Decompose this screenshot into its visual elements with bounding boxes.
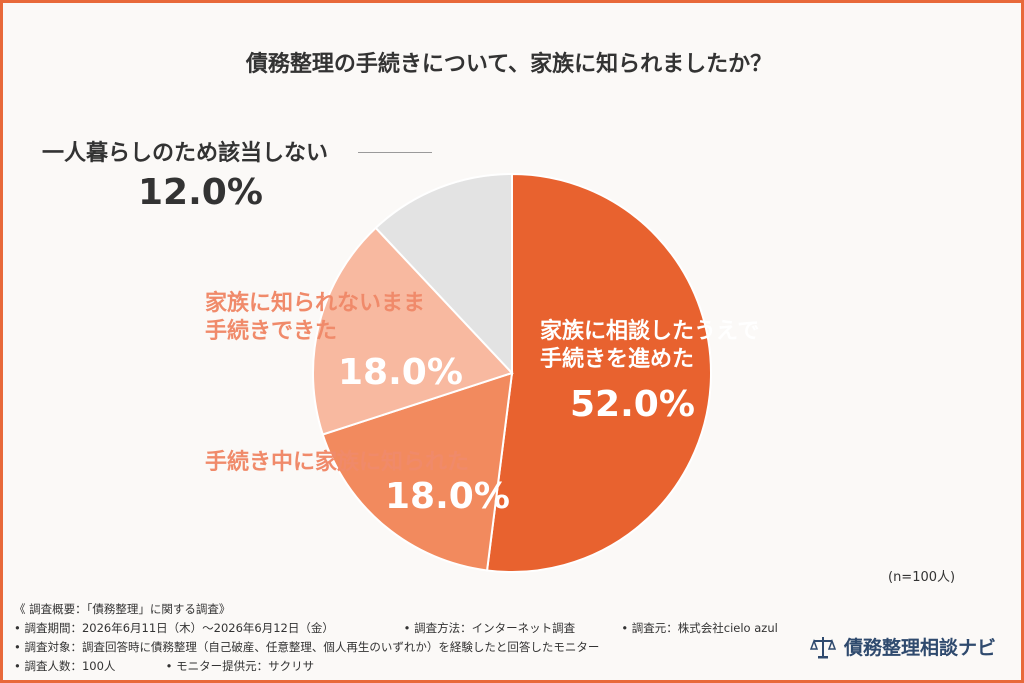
slice-value-3: 12.0% — [138, 172, 263, 213]
slice-value-0: 52.0% — [570, 384, 695, 425]
slice-value-1: 18.0% — [385, 476, 510, 517]
survey-target: • 調査対象：調査回答時に債務整理（自己破産、任意整理、個人再生のいずれか）を経… — [14, 640, 600, 654]
slice-label-3: 一人暮らしのため該当しない — [42, 141, 329, 166]
slice-value-2: 18.0% — [338, 352, 463, 393]
brand-name: 債務整理相談ナビ — [844, 637, 997, 659]
survey-source: • 調査元：株式会社cielo azul — [621, 621, 778, 635]
survey-period: • 調査期間：2026年6月11日（木）〜2026年6月12日（金） — [14, 621, 334, 635]
survey-method: • 調査方法：インターネット調査 — [403, 621, 576, 635]
pie-slice-1 — [321, 371, 514, 572]
pie-slice-0 — [485, 172, 712, 573]
slice-label-2: 家族に知られないまま 手続きできた — [205, 291, 426, 344]
slice-label-1: 手続き中に家族に知られた — [205, 450, 470, 475]
survey-heading: 《 調査概要：「債務整理」に関する調査》 — [14, 602, 231, 616]
pie-slice-2 — [312, 226, 514, 436]
leader-line — [358, 152, 432, 153]
survey-provider: • モニター提供元：サクリサ — [165, 659, 315, 673]
pie-slice-3 — [374, 172, 513, 376]
brand-logo: 債務整理相談ナビ — [810, 633, 996, 660]
sample-size-note: (n=100人) — [888, 570, 956, 585]
scales-icon — [810, 636, 836, 658]
survey-count: • 調査人数：100人 — [14, 659, 116, 673]
chart-title: 債務整理の手続きについて、家族に知られましたか？ — [245, 52, 773, 77]
slice-label-0: 家族に相談したうえで 手続きを進めた — [540, 319, 760, 372]
survey-summary: 《 調査概要：「債務整理」に関する調査》 • 調査期間：2026年6月11日（木… — [14, 600, 778, 676]
